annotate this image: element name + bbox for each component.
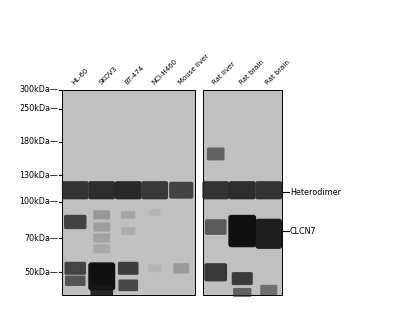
FancyBboxPatch shape [65, 276, 86, 286]
Text: 50kDa—: 50kDa— [24, 268, 58, 277]
Bar [202, 90, 282, 295]
FancyBboxPatch shape [90, 285, 113, 295]
FancyBboxPatch shape [88, 262, 115, 290]
Text: 70kDa—: 70kDa— [24, 234, 58, 242]
Text: 100kDa—: 100kDa— [19, 197, 58, 206]
FancyBboxPatch shape [148, 264, 161, 272]
Text: Rat liver: Rat liver [212, 61, 236, 86]
Text: CLCN7: CLCN7 [290, 226, 317, 236]
Text: SKOV3: SKOV3 [98, 66, 118, 86]
FancyBboxPatch shape [62, 181, 89, 199]
FancyBboxPatch shape [204, 263, 227, 281]
Bar [62, 90, 194, 295]
FancyBboxPatch shape [207, 148, 224, 160]
FancyBboxPatch shape [93, 223, 110, 232]
Text: 250kDa—: 250kDa— [19, 104, 58, 113]
FancyBboxPatch shape [118, 279, 138, 291]
FancyBboxPatch shape [118, 262, 138, 275]
FancyBboxPatch shape [141, 181, 168, 199]
FancyBboxPatch shape [149, 209, 160, 216]
Text: 300kDa—: 300kDa— [19, 85, 58, 95]
FancyBboxPatch shape [169, 182, 193, 199]
FancyBboxPatch shape [88, 181, 115, 199]
FancyBboxPatch shape [233, 288, 252, 297]
FancyBboxPatch shape [64, 262, 86, 275]
FancyBboxPatch shape [232, 272, 253, 285]
FancyBboxPatch shape [93, 210, 110, 219]
Text: BT-474: BT-474 [124, 65, 145, 86]
FancyBboxPatch shape [228, 215, 256, 247]
Text: 130kDa—: 130kDa— [19, 171, 58, 180]
FancyBboxPatch shape [93, 244, 110, 253]
FancyBboxPatch shape [202, 181, 229, 199]
Text: NCI-H460: NCI-H460 [150, 58, 178, 86]
FancyBboxPatch shape [115, 181, 142, 199]
FancyBboxPatch shape [93, 234, 110, 243]
FancyBboxPatch shape [173, 263, 189, 273]
FancyBboxPatch shape [255, 219, 282, 249]
FancyBboxPatch shape [205, 219, 226, 235]
Text: Rat brain: Rat brain [238, 59, 265, 86]
FancyBboxPatch shape [121, 227, 135, 235]
FancyBboxPatch shape [121, 211, 135, 219]
FancyBboxPatch shape [229, 181, 256, 199]
FancyBboxPatch shape [64, 215, 86, 229]
FancyBboxPatch shape [260, 285, 277, 295]
Text: 180kDa—: 180kDa— [19, 138, 58, 146]
Text: Rat brain: Rat brain [264, 59, 291, 86]
Text: Heterodimer: Heterodimer [290, 187, 341, 197]
FancyBboxPatch shape [255, 181, 282, 199]
Text: HL-60: HL-60 [71, 67, 90, 86]
Text: Mouse liver: Mouse liver [177, 53, 210, 86]
